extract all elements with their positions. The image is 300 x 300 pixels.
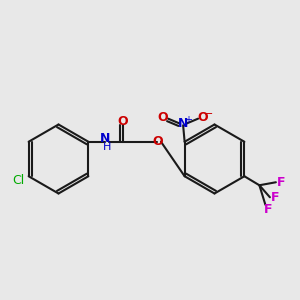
Text: N: N <box>178 117 188 130</box>
Text: N: N <box>100 132 110 145</box>
Text: F: F <box>264 203 273 216</box>
Text: −: − <box>204 110 213 119</box>
Text: O: O <box>118 115 128 128</box>
Text: Cl: Cl <box>12 174 24 187</box>
Text: O: O <box>158 111 168 124</box>
Text: O: O <box>152 135 163 148</box>
Text: O: O <box>198 111 208 124</box>
Text: F: F <box>277 176 285 189</box>
Text: H: H <box>103 142 112 152</box>
Text: +: + <box>184 116 193 125</box>
Text: F: F <box>271 191 279 204</box>
